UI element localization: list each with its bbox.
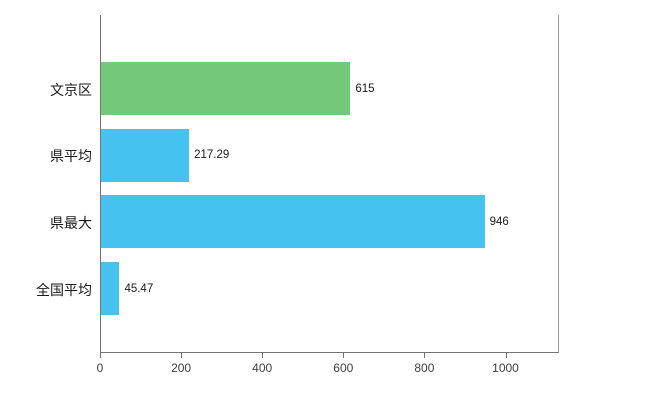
category-label: 県平均 <box>50 148 92 165</box>
x-axis-tick-mark <box>505 353 507 358</box>
plot-area: 615 217.29 946 45.47 <box>100 15 559 353</box>
bar-value-label: 45.47 <box>124 282 154 295</box>
category-label: 文京区 <box>50 81 92 98</box>
x-axis-tick-mark <box>343 353 345 358</box>
x-axis-tick-mark <box>424 353 426 358</box>
bar <box>101 128 190 182</box>
category-label: 県最大 <box>50 214 92 231</box>
bar <box>101 195 485 249</box>
x-axis-tick-mark <box>181 353 183 358</box>
category-label: 全国平均 <box>36 281 92 298</box>
x-axis-tick-mark <box>262 353 264 358</box>
bar-value-label: 615 <box>355 82 375 95</box>
x-axis-tick-label: 800 <box>414 361 435 375</box>
x-axis-tick-label: 1000 <box>492 361 519 375</box>
x-axis-tick-label: 600 <box>333 361 354 375</box>
bar <box>101 262 120 316</box>
x-axis-tick-label: 0 <box>96 361 104 375</box>
x-axis-tick-mark <box>100 353 101 358</box>
x-axis-tick-label: 400 <box>252 361 273 375</box>
x-axis-tick-label: 200 <box>171 361 192 375</box>
bar-value-label: 217.29 <box>194 149 230 162</box>
bar <box>101 62 351 115</box>
bar-value-label: 946 <box>489 215 509 228</box>
